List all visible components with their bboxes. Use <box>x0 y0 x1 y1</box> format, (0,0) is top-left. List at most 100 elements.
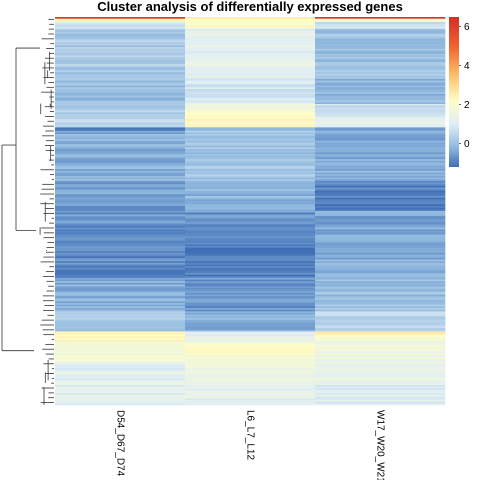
heatmap-cell <box>315 154 446 157</box>
heatmap-cell <box>55 366 186 369</box>
heatmap-cell <box>55 48 186 51</box>
heatmap-cell <box>55 127 186 130</box>
heatmap-cell <box>185 150 316 153</box>
heatmap-cell <box>55 45 186 48</box>
heatmap-cell <box>55 149 186 152</box>
heatmap-cell <box>55 358 186 361</box>
heatmap-cell <box>315 162 446 165</box>
heatmap-cell <box>185 28 316 31</box>
heatmap-cell <box>185 78 316 81</box>
heatmap-cell <box>185 124 316 126</box>
legend-tick-label: 0 <box>464 139 470 150</box>
heatmap-cell <box>315 316 446 319</box>
heatmap-cell <box>55 63 186 66</box>
heatmap-cell <box>315 42 446 45</box>
heatmap-cell <box>315 219 446 222</box>
heatmap-cell <box>185 145 316 148</box>
heatmap-cell <box>55 57 186 60</box>
heatmap-cell <box>55 279 186 282</box>
heatmap-cell <box>185 308 316 310</box>
heatmap-cell <box>55 68 186 71</box>
heatmap-cell <box>315 338 446 341</box>
heatmap-cell <box>185 338 316 341</box>
heatmap-cell <box>185 324 316 327</box>
heatmap-cell <box>315 304 446 307</box>
heatmap-cell <box>185 359 316 362</box>
heatmap-cell <box>185 83 316 86</box>
heatmap-cell <box>315 52 446 55</box>
heatmap-cell <box>185 38 316 41</box>
heatmap-cell <box>315 47 446 50</box>
heatmap-cell <box>185 353 316 356</box>
heatmap-cell <box>185 302 316 305</box>
heatmap-cell <box>315 114 446 116</box>
heatmap-cell <box>55 287 186 290</box>
heatmap-cell <box>185 125 316 128</box>
heatmap-cell <box>55 119 186 121</box>
heatmap-cell <box>55 324 186 327</box>
heatmap-cell <box>315 137 446 140</box>
heatmap-cell <box>185 52 316 55</box>
heatmap-cell <box>55 65 186 68</box>
heatmap-cell <box>315 175 446 178</box>
heatmap-cell <box>315 190 446 193</box>
heatmap-cell <box>185 68 316 71</box>
heatmap-cell <box>185 272 316 275</box>
heatmap-cell <box>185 70 316 73</box>
heatmap-cell <box>55 52 186 55</box>
heatmap-cell <box>55 180 186 183</box>
heatmap-cell <box>315 381 446 384</box>
heatmap-cell <box>55 309 186 312</box>
heatmap-cell <box>185 17 316 19</box>
heatmap-cell <box>55 381 186 384</box>
heatmap-cell <box>185 334 316 337</box>
heatmap-cell <box>185 226 316 229</box>
heatmap-cell <box>315 152 446 155</box>
heatmap-cell <box>315 124 446 126</box>
heatmap-cell <box>185 165 316 168</box>
heatmap-cell <box>315 391 446 394</box>
heatmap-cell <box>315 291 446 294</box>
heatmap-cell <box>315 266 446 269</box>
heatmap-cell <box>55 394 186 397</box>
heatmap-cell <box>315 112 446 115</box>
heatmap-cell <box>185 132 316 135</box>
heatmap-cell <box>185 189 316 192</box>
heatmap-cell <box>185 120 316 123</box>
heatmap-cell <box>185 222 316 225</box>
heatmap-cell <box>185 154 316 157</box>
heatmap-cell <box>185 169 316 172</box>
heatmap-cell <box>315 321 446 324</box>
heatmap-cell <box>185 383 316 386</box>
legend-color-bar <box>449 17 459 167</box>
heatmap-cell <box>185 306 316 309</box>
heatmap-cell <box>55 110 186 113</box>
heatmap-cell <box>55 371 186 374</box>
heatmap-cell <box>55 134 186 137</box>
heatmap-cell <box>185 155 316 158</box>
heatmap-cell <box>185 162 316 165</box>
chart-title: Cluster analysis of differentially expre… <box>97 0 403 14</box>
heatmap-cell <box>315 294 446 297</box>
heatmap-cell <box>315 324 446 327</box>
heatmap-cell <box>185 102 316 105</box>
heatmap-cell <box>55 221 186 223</box>
heatmap-cell <box>55 311 186 314</box>
heatmap-cell <box>185 343 316 346</box>
heatmap-cell <box>185 211 316 213</box>
heatmap-cell <box>185 175 316 178</box>
heatmap-cell <box>185 281 316 284</box>
heatmap-cell <box>55 202 186 205</box>
heatmap-cell <box>315 394 446 397</box>
heatmap-cell <box>315 127 446 130</box>
heatmap-cell <box>315 199 446 202</box>
heatmap-cell <box>315 197 446 200</box>
heatmap-cell <box>55 98 186 101</box>
heatmap-cell <box>315 129 446 132</box>
heatmap-cell <box>315 92 446 95</box>
heatmap-cell <box>315 159 446 162</box>
heatmap-cell <box>55 232 186 235</box>
heatmap-cell <box>55 159 186 162</box>
heatmap-cell <box>315 289 446 292</box>
heatmap-cell <box>55 361 186 364</box>
